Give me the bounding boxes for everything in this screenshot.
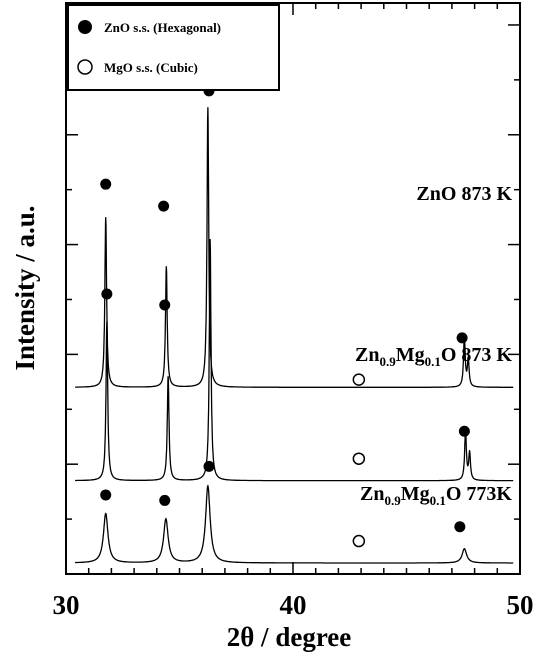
pattern-line [75, 107, 514, 388]
legend-label-cubic: MgO s.s. (Cubic) [104, 60, 198, 75]
zno-peak-marker [100, 489, 112, 501]
legend-open-circle-icon [77, 59, 93, 75]
y-axis-title: Intensity / a.u. [10, 205, 40, 370]
pattern-line [75, 238, 514, 482]
zno-peak-marker [458, 425, 470, 437]
x-tick-labels: 30 40 50 [53, 590, 534, 620]
mgo-peak-marker [352, 534, 366, 548]
zno-peak-marker [454, 521, 466, 533]
zno-peak-marker [159, 299, 171, 311]
mgo-peak-marker [352, 452, 366, 465]
zno-peak-marker [101, 288, 113, 300]
mgo-peak-marker [352, 373, 366, 386]
pattern-label: Zn0.9Mg0.1O 873 K [355, 344, 512, 369]
pattern-line [75, 484, 514, 564]
zno-peak-marker [456, 332, 468, 344]
legend-label-hexagonal: ZnO s.s. (Hexagonal) [104, 20, 221, 35]
x-tick-label: 50 [507, 590, 534, 620]
pattern-label: ZnO 873 K [416, 183, 512, 205]
zno-peak-marker [203, 460, 215, 472]
x-tick-label: 30 [53, 590, 80, 620]
pattern-label: Zn0.9Mg0.1O 773K [360, 483, 512, 508]
legend: ZnO s.s. (Hexagonal) MgO s.s. (Cubic) [67, 4, 280, 91]
legend-box [67, 4, 280, 91]
x-tick-label: 40 [280, 590, 307, 620]
pattern-labels: ZnO 873 K Zn0.9Mg0.1O 873 K Zn0.9Mg0.1O 77… [355, 183, 512, 508]
x-axis-title: 2θ / degree [227, 622, 352, 652]
zno-peak-marker [100, 178, 112, 190]
zno-peak-marker [159, 494, 171, 506]
zno-peak-marker [158, 200, 170, 212]
legend-filled-circle-icon [78, 20, 92, 34]
